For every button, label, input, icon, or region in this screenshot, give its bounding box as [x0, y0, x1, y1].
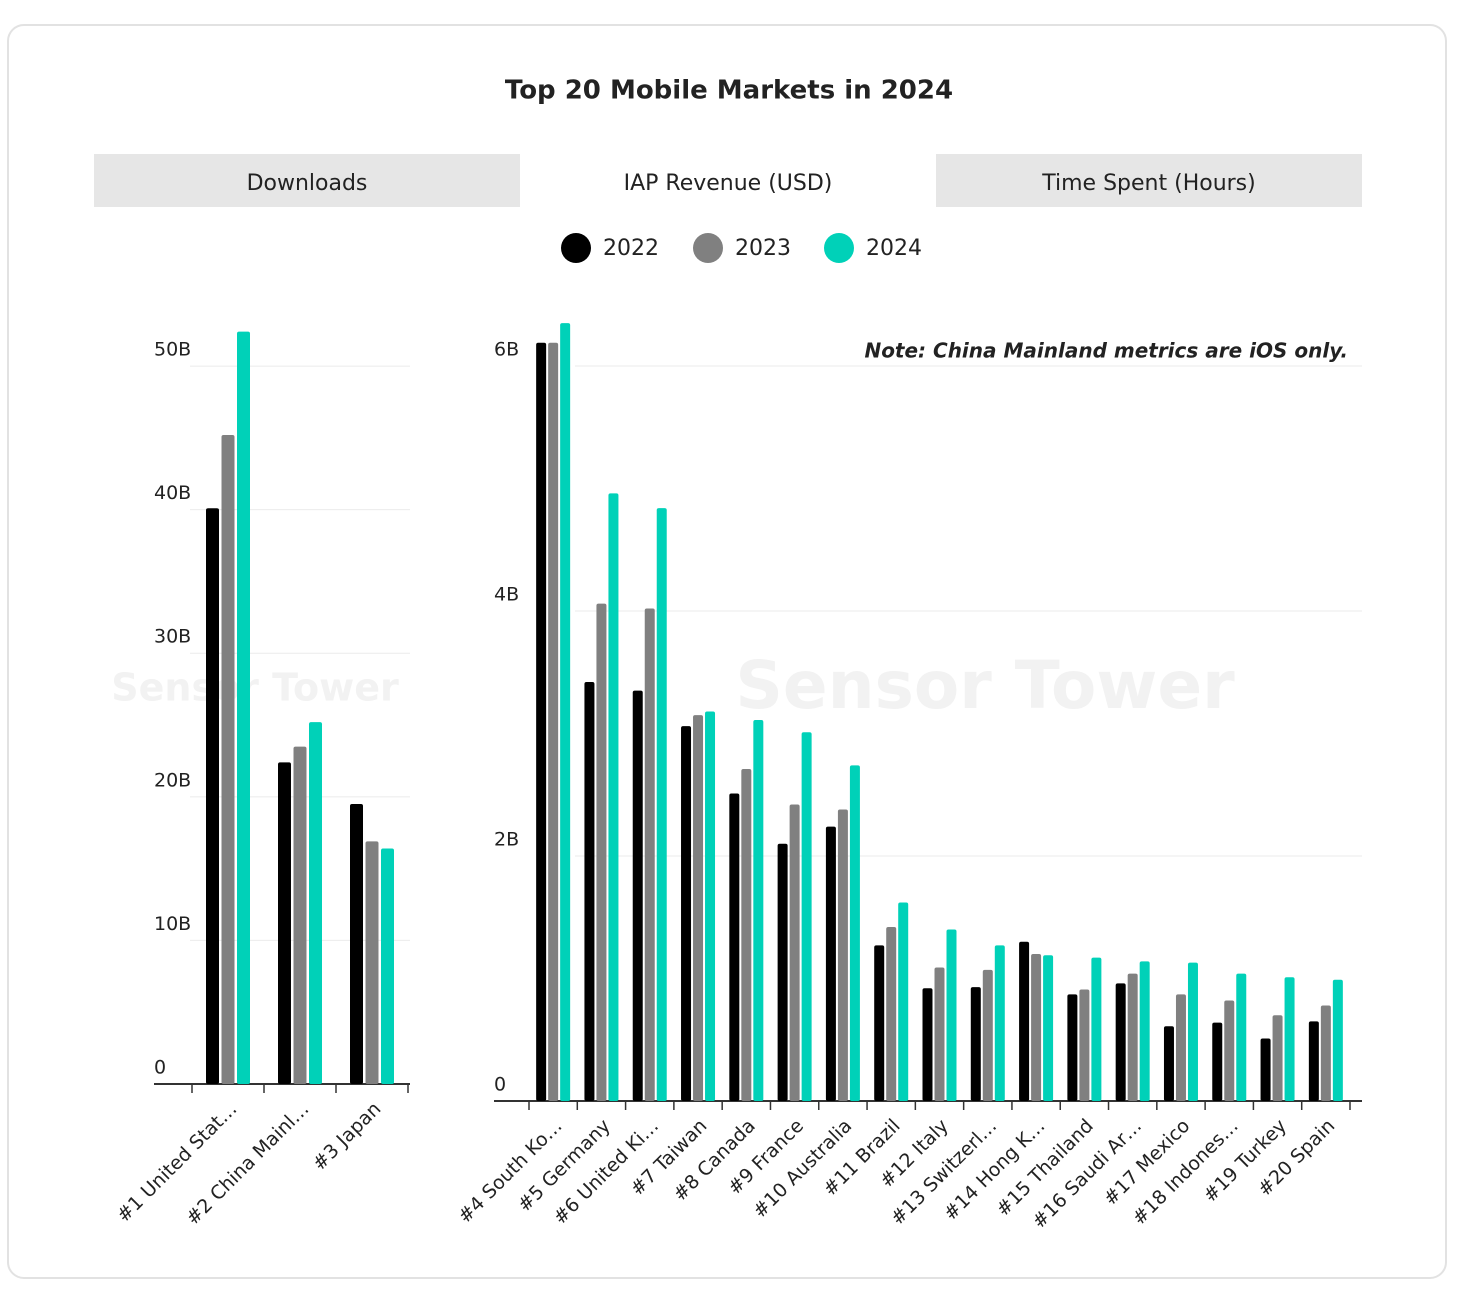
- bar: [536, 342, 547, 1102]
- bar: [656, 508, 667, 1102]
- tab[interactable]: [520, 154, 936, 207]
- bar: [1224, 1000, 1235, 1101]
- y-tick-label: 0: [154, 1057, 166, 1079]
- watermark: Sensor Tower: [735, 647, 1235, 724]
- bar: [365, 841, 379, 1084]
- bar: [381, 848, 394, 1084]
- bar: [970, 987, 981, 1101]
- y-tick-label: 0: [494, 1074, 506, 1096]
- y-tick-label: 20B: [154, 769, 191, 791]
- y-tick-label: 4B: [494, 584, 519, 606]
- bar: [1163, 1026, 1174, 1101]
- bar: [237, 331, 250, 1084]
- bar: [1260, 1038, 1271, 1101]
- bar: [1079, 989, 1090, 1101]
- bar: [1139, 961, 1150, 1101]
- bar: [548, 342, 559, 1102]
- bar: [221, 434, 235, 1084]
- bar: [741, 769, 752, 1101]
- legend-label: 2023: [735, 236, 791, 261]
- bar: [849, 765, 860, 1101]
- watermark: Sensor Tower: [111, 666, 399, 710]
- bar: [1332, 979, 1343, 1101]
- bar: [1320, 1005, 1331, 1101]
- bar: [705, 711, 716, 1101]
- bar: [293, 746, 307, 1084]
- bar: [1187, 962, 1198, 1101]
- bar: [560, 323, 571, 1101]
- bar: [206, 508, 219, 1085]
- bar: [1272, 1015, 1283, 1101]
- bar: [753, 720, 764, 1101]
- y-tick-label: 6B: [494, 339, 519, 361]
- bar: [309, 722, 322, 1084]
- tab-label[interactable]: Time Spent (Hours): [1041, 171, 1255, 196]
- chart-title: Top 20 Mobile Markets in 2024: [505, 76, 953, 106]
- bar: [874, 945, 885, 1101]
- y-tick-label: 50B: [154, 339, 191, 361]
- legend-swatch: [693, 233, 723, 263]
- legend-label: 2024: [866, 236, 922, 261]
- y-tick-label: 40B: [154, 482, 191, 504]
- bar: [777, 843, 788, 1101]
- bar: [350, 804, 363, 1084]
- tab[interactable]: [936, 154, 1362, 207]
- bar: [729, 793, 740, 1101]
- bar: [801, 732, 812, 1101]
- legend-swatch: [824, 233, 854, 263]
- bar: [1115, 983, 1126, 1101]
- y-tick-label: 10B: [154, 913, 191, 935]
- bar: [1043, 955, 1054, 1101]
- tab-label[interactable]: Downloads: [247, 171, 368, 196]
- legend-swatch: [561, 233, 591, 263]
- note: Note: China Mainland metrics are iOS onl…: [864, 339, 1348, 363]
- bar: [898, 902, 909, 1101]
- bar: [946, 929, 957, 1101]
- bar: [681, 726, 692, 1101]
- bar: [1067, 994, 1078, 1101]
- bar: [1284, 977, 1295, 1101]
- bar: [886, 927, 897, 1101]
- bar: [1091, 957, 1102, 1101]
- bar: [1127, 973, 1138, 1101]
- tab-label[interactable]: IAP Revenue (USD): [624, 171, 833, 196]
- y-tick-label: 2B: [494, 829, 519, 851]
- legend: 2022 2023 2024: [561, 233, 922, 263]
- bar: [632, 690, 643, 1101]
- bar: [584, 682, 595, 1101]
- bar: [994, 945, 1005, 1101]
- bar: [789, 804, 800, 1101]
- bar: [644, 608, 655, 1101]
- bar: [982, 969, 993, 1101]
- bar: [608, 493, 619, 1101]
- tab[interactable]: [94, 154, 520, 207]
- bar: [1031, 954, 1042, 1101]
- bar: [825, 826, 836, 1101]
- tab-bar: Downloads IAP Revenue (USD) Time Spent (Ho…: [94, 154, 1362, 207]
- bar: [693, 715, 704, 1101]
- bar: [1019, 941, 1030, 1101]
- legend-label: 2022: [603, 236, 659, 261]
- bar: [1236, 973, 1247, 1101]
- bar: [934, 967, 945, 1101]
- bar: [278, 762, 291, 1084]
- bar: [837, 809, 848, 1101]
- bar: [1308, 1021, 1319, 1101]
- bar: [1175, 994, 1186, 1101]
- bar: [1212, 1022, 1223, 1101]
- bar: [922, 988, 933, 1101]
- y-tick-label: 30B: [154, 626, 191, 648]
- bar: [596, 603, 607, 1101]
